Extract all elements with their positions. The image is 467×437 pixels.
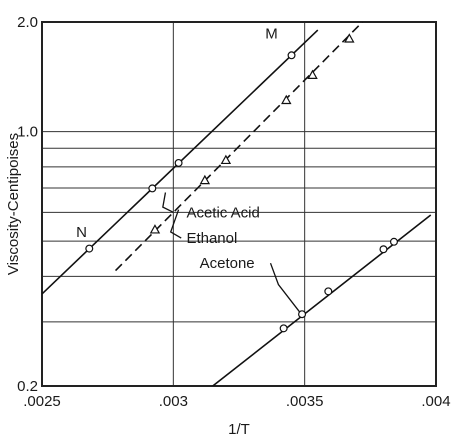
annotation-pointer [269,262,300,313]
annotation-label: N [76,224,87,241]
data-point [220,154,232,165]
data-point [389,237,398,246]
data-point [344,33,355,43]
y-tick-label: 2.0 [17,14,38,31]
annotation-pointer [169,209,182,239]
y-tick-label: 0.2 [17,378,38,395]
series-acetone [212,214,432,386]
data-point [298,310,307,319]
x-tick-label: .0035 [286,393,324,410]
annotation-label: M [265,25,278,42]
annotation-label: Acetone [200,255,255,272]
plot-frame [41,21,437,387]
y-tick-label: 1.0 [17,124,38,141]
x-axis-title: 1/T [228,421,250,437]
data-point [149,224,161,234]
grid [42,22,436,386]
data-point [85,244,94,253]
x-tick-label: .003 [159,393,188,410]
y-axis-title: Viscosity-Centipoises [5,133,22,275]
data-point [174,158,183,167]
data-point [279,324,288,333]
series-line [212,214,432,386]
data-point [324,287,333,296]
data-point [287,51,296,60]
annotations: M N Acetic Acid Ethanol Acetone [76,25,300,313]
annotation-pointer [162,192,174,213]
data-point [307,69,318,79]
data-point [148,184,157,193]
annotation-label: Ethanol [186,230,237,247]
x-tick-label: .004 [421,393,450,410]
annotation-label: Acetic Acid [186,204,259,221]
series-ethanol [114,22,364,272]
series-layer [42,22,432,386]
data-point [199,174,211,185]
data-point [281,94,292,105]
tick-labels: .0025 .003 .0035 .004 0.2 1.0 2.0 [17,14,450,410]
series-acetic-acid [42,29,319,295]
data-point [379,245,388,254]
x-tick-label: .0025 [23,393,61,410]
